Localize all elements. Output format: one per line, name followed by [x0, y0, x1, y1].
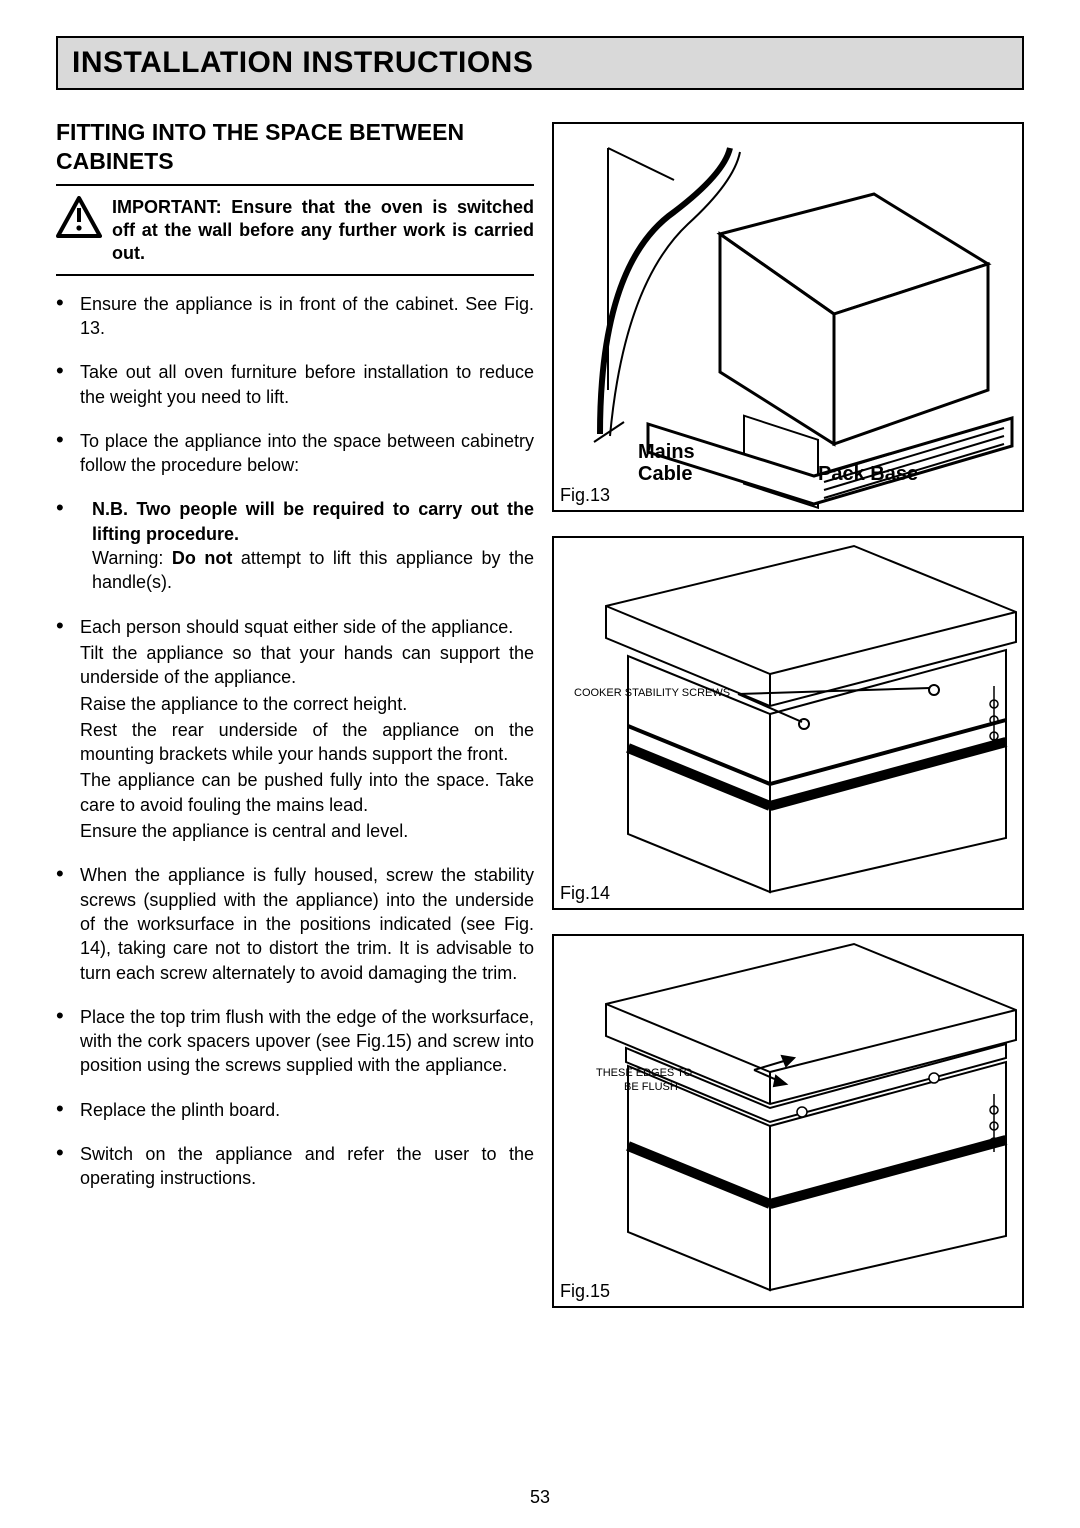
fig15-callout2: BE FLUSH	[624, 1081, 678, 1093]
section-title: FITTING INTO THE SPACE BETWEEN CABINETS	[56, 118, 534, 176]
bullet-text: Replace the plinth board.	[80, 1100, 280, 1120]
fig13-mains2: Cable	[638, 463, 692, 485]
fig14-callout: COOKER STABILITY SCREWS	[574, 687, 730, 699]
bullet-item: When the appliance is fully housed, scre…	[56, 863, 534, 984]
bullet-text: Switch on the appliance and refer the us…	[80, 1144, 534, 1188]
figure-13: Mains Cable Pack Base Fig.13	[552, 122, 1024, 512]
bullet-item: Take out all oven furniture before insta…	[56, 360, 534, 409]
fig15-label: Fig.15	[560, 1281, 610, 1302]
bullet-item: N.B. Two people will be required to carr…	[56, 497, 534, 594]
fig15-diagram: THESE EDGES TO BE FLUSH	[554, 936, 1022, 1306]
bullet-item-empty	[56, 615, 534, 621]
procedure-line: Raise the appliance to the correct heigh…	[80, 692, 534, 716]
nb-text: N.B. Two people will be required to carr…	[92, 499, 534, 543]
instruction-list: Ensure the appliance is in front of the …	[56, 292, 534, 621]
page: INSTALLATION INSTRUCTIONS FITTING INTO T…	[0, 0, 1080, 1528]
warn-bold: Do not	[172, 548, 232, 568]
fig13-diagram: Mains Cable Pack Base	[554, 124, 1022, 510]
fig14-diagram: COOKER STABILITY SCREWS	[554, 538, 1022, 908]
figure-15: THESE EDGES TO BE FLUSH Fig.15	[552, 934, 1024, 1308]
instruction-list-2: When the appliance is fully housed, scre…	[56, 863, 534, 1190]
procedure-line: Ensure the appliance is central and leve…	[80, 819, 534, 843]
bullet-text: Ensure the appliance is in front of the …	[80, 294, 534, 338]
warning-triangle-icon	[56, 196, 102, 266]
warning-text: IMPORTANT: Ensure that the oven is switc…	[112, 196, 534, 266]
warn-prefix: Warning:	[92, 548, 172, 568]
fig13-mains1: Mains	[638, 441, 695, 463]
right-column: Mains Cable Pack Base Fig.13	[552, 118, 1024, 1332]
figure-14: COOKER STABILITY SCREWS Fig.14	[552, 536, 1024, 910]
procedure-line: Rest the rear underside of the appliance…	[80, 718, 534, 767]
divider-top	[56, 184, 534, 186]
page-banner: INSTALLATION INSTRUCTIONS	[56, 36, 1024, 90]
bullet-text: To place the appliance into the space be…	[80, 431, 534, 475]
bullet-item: Switch on the appliance and refer the us…	[56, 1142, 534, 1191]
fig14-label: Fig.14	[560, 883, 610, 904]
page-number: 53	[0, 1487, 1080, 1508]
procedure-line: Tilt the appliance so that your hands ca…	[80, 641, 534, 690]
fig13-label: Fig.13	[560, 485, 610, 506]
bullet-item: To place the appliance into the space be…	[56, 429, 534, 478]
warning-block: IMPORTANT: Ensure that the oven is switc…	[56, 196, 534, 266]
bullet-text: Place the top trim flush with the edge o…	[80, 1007, 534, 1076]
divider-bottom	[56, 274, 534, 276]
fig13-packbase: Pack Base	[818, 463, 918, 485]
bullet-text: When the appliance is fully housed, scre…	[80, 865, 534, 982]
bullet-item: Ensure the appliance is in front of the …	[56, 292, 534, 341]
bullet-item: Replace the plinth board.	[56, 1098, 534, 1122]
left-column: FITTING INTO THE SPACE BETWEEN CABINETS …	[56, 118, 534, 1332]
bullet-item: Place the top trim flush with the edge o…	[56, 1005, 534, 1078]
banner-title: INSTALLATION INSTRUCTIONS	[72, 46, 533, 79]
bullet-text: Take out all oven furniture before insta…	[80, 362, 534, 406]
fig15-callout1: THESE EDGES TO	[596, 1067, 693, 1079]
two-column-layout: FITTING INTO THE SPACE BETWEEN CABINETS …	[56, 118, 1024, 1332]
procedure-line: The appliance can be pushed fully into t…	[80, 768, 534, 817]
lift-procedure-block: Each person should squat either side of …	[56, 615, 534, 844]
